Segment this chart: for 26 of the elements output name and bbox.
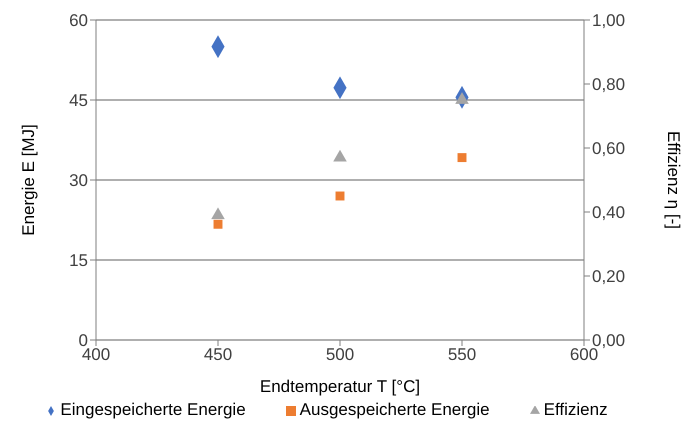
y2-tick-label: 0,40 — [592, 203, 626, 222]
y2-tick-label: 0,20 — [592, 267, 626, 286]
legend-label: Ausgespeicherte Energie — [300, 400, 490, 419]
point — [458, 153, 466, 162]
y2-axis-title: Effizienz η [-] — [664, 131, 683, 229]
point — [455, 92, 469, 104]
legend-label: Effizienz — [544, 400, 608, 419]
y-tick-label: 60 — [69, 11, 88, 30]
x-tick-label: 400 — [82, 345, 110, 364]
y2-tick-label: 0,80 — [592, 75, 626, 94]
y-tick-label: 30 — [69, 171, 88, 190]
point — [336, 192, 344, 200]
y2-tick-label: 0,60 — [592, 139, 626, 158]
y-tick-label: 45 — [69, 91, 88, 110]
y2-tick-label: 1,00 — [592, 11, 626, 30]
point — [211, 207, 225, 220]
legend-label: Eingespeicherte Energie — [60, 400, 246, 419]
x-tick-label: 450 — [204, 345, 232, 364]
x-axis-title: Endtemperatur T [°C] — [260, 377, 420, 396]
y-axis-title: Energie E [MJ] — [19, 124, 38, 236]
y-tick-label: 15 — [69, 251, 88, 270]
x-tick-label: 500 — [326, 345, 354, 364]
x-tick-label: 600 — [570, 345, 598, 364]
x-tick-label: 550 — [448, 345, 476, 364]
point — [214, 220, 222, 229]
point — [333, 150, 347, 162]
